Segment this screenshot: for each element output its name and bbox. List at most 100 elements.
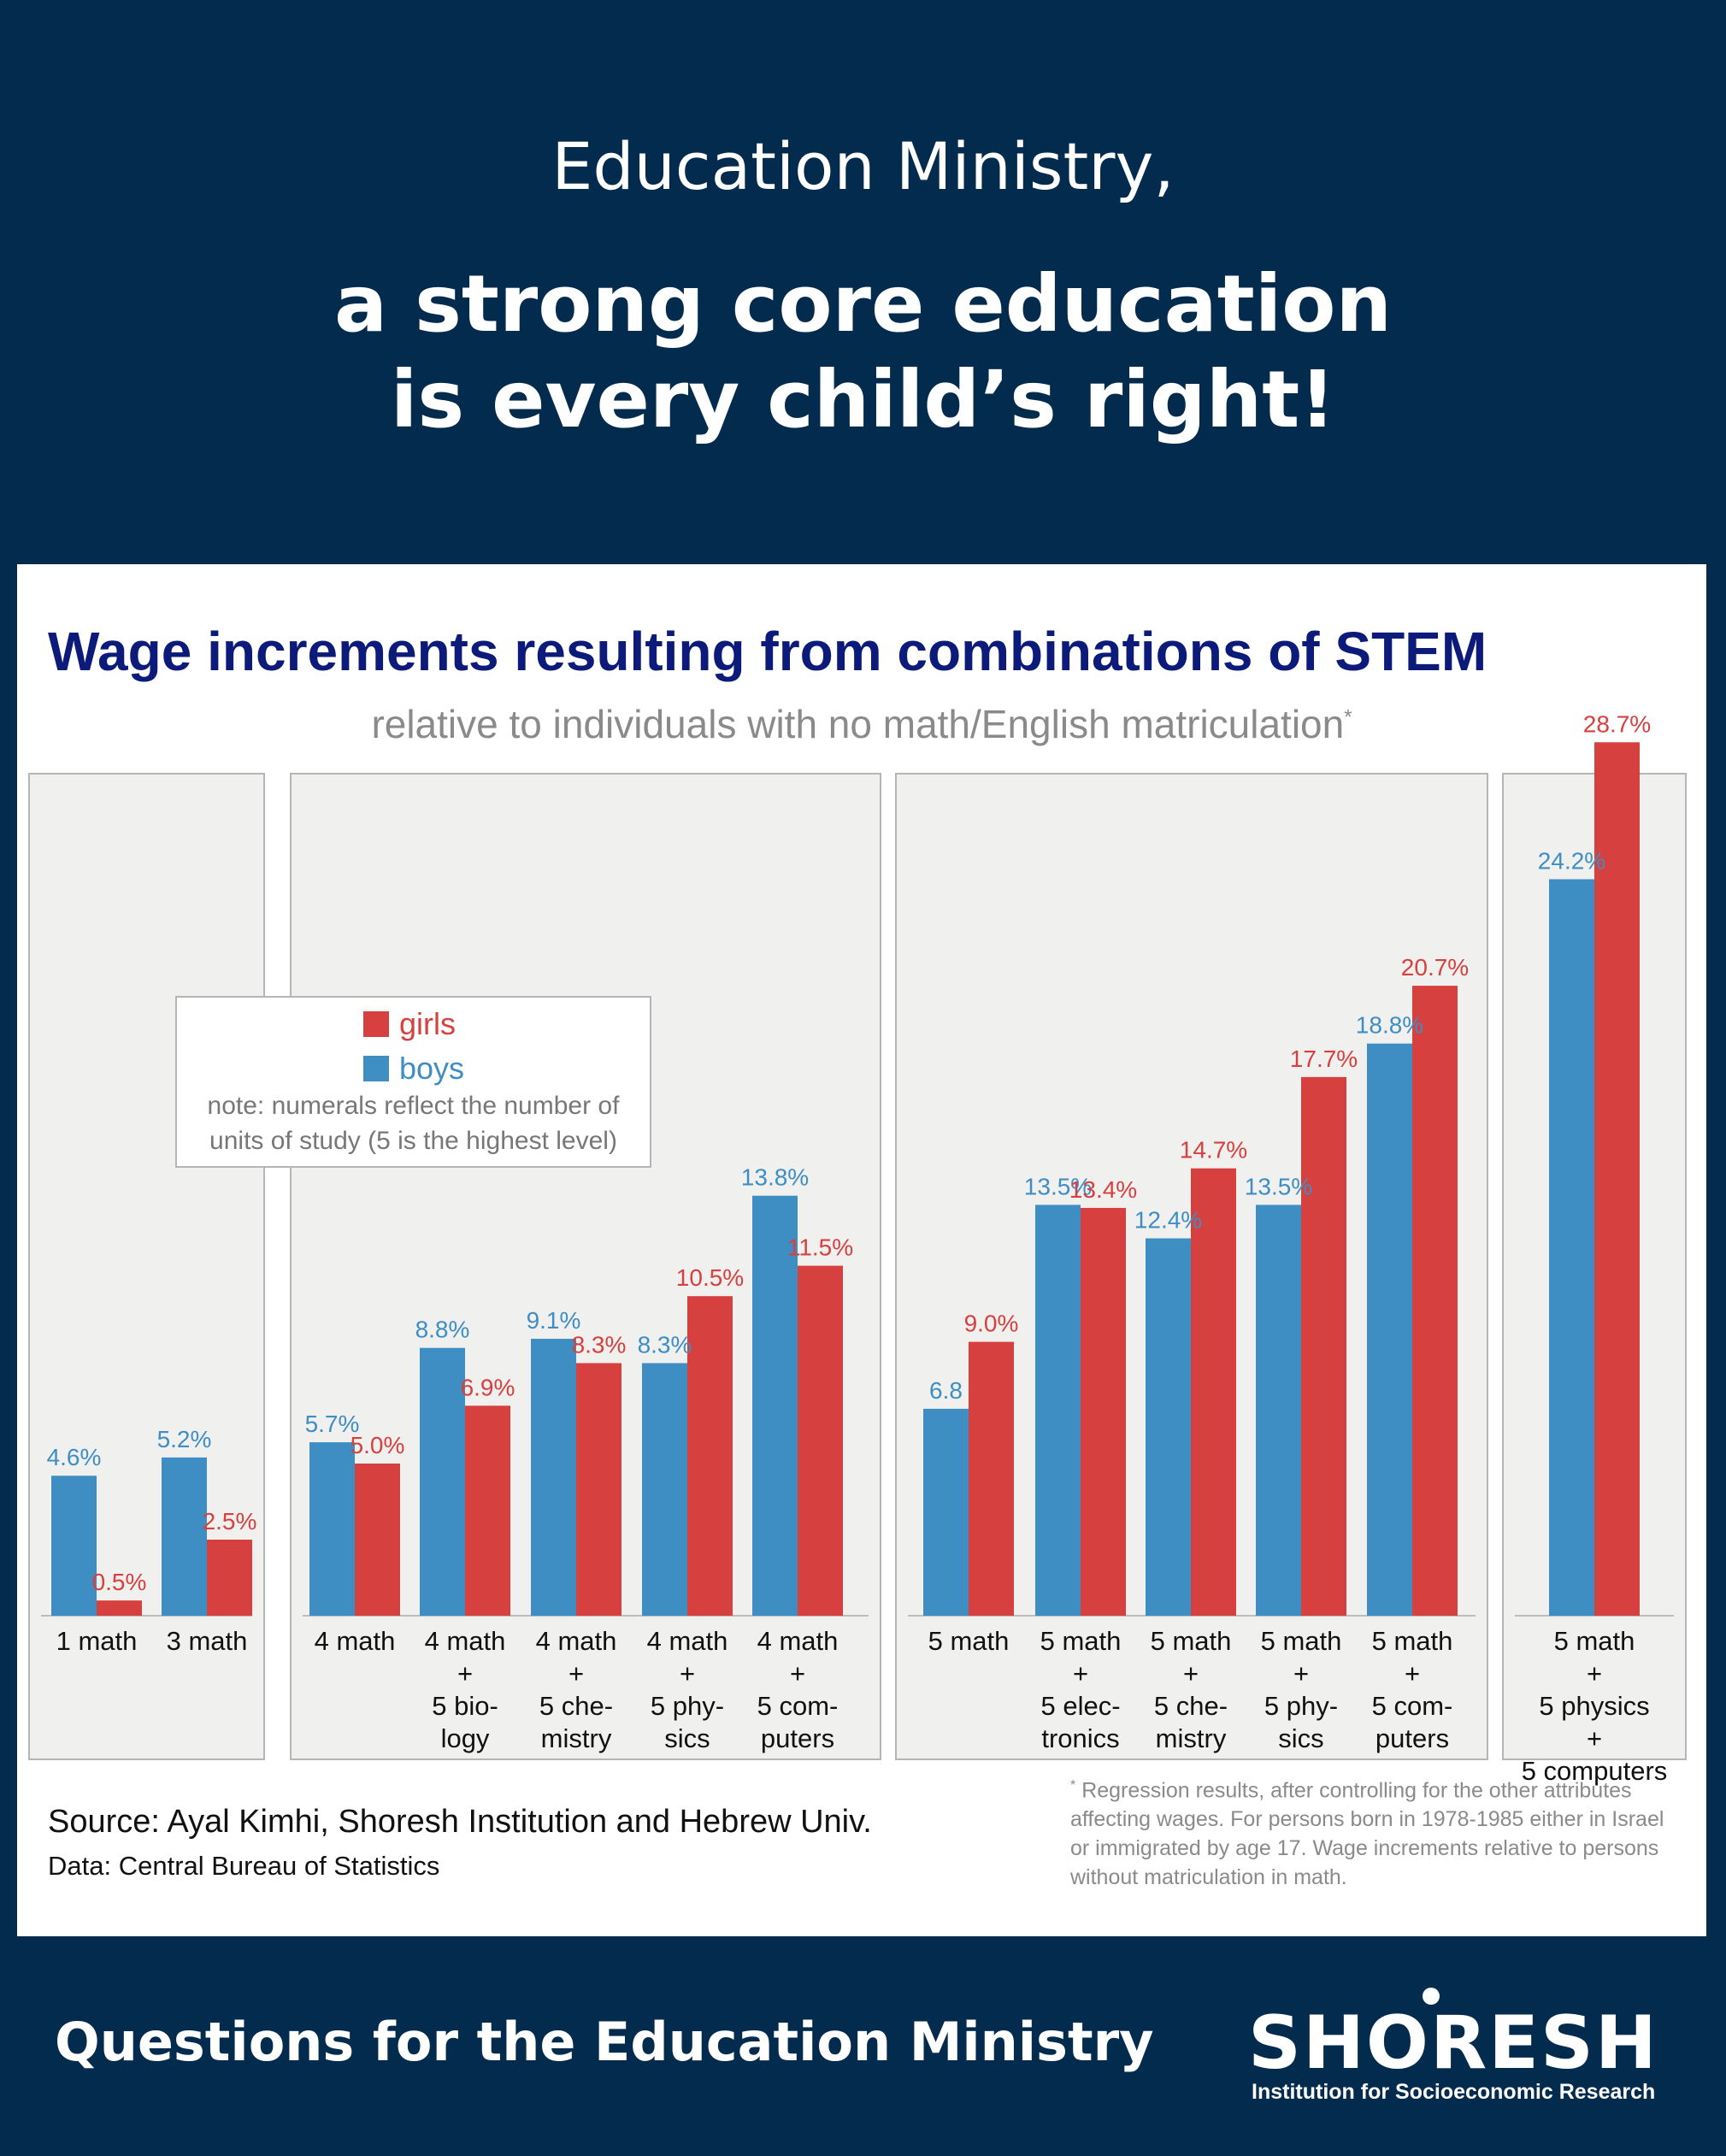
data-label-boys: 8.3%	[638, 1332, 692, 1358]
data-label-girls: 14.7%	[1180, 1137, 1247, 1163]
category-label: 5 math	[1261, 1626, 1342, 1656]
legend-label-girls: girls	[399, 1006, 457, 1041]
bar-boys	[309, 1442, 355, 1616]
category-label: 5 physics	[1539, 1691, 1649, 1721]
data-label-girls: 11.5%	[787, 1234, 853, 1261]
data-label-girls: 2.5%	[203, 1508, 257, 1535]
data-label-boys: 13.5%	[1024, 1173, 1092, 1199]
header-headline-line-1: a strong core education	[334, 258, 1392, 350]
category-label: +	[1183, 1658, 1199, 1688]
logo-dot-icon	[1423, 1988, 1440, 2005]
bar-girls	[355, 1464, 400, 1616]
bar-girls	[1412, 986, 1458, 1616]
category-label: 5 math	[1372, 1626, 1453, 1656]
bar-girls	[207, 1540, 252, 1616]
data-label-boys: 5.2%	[157, 1426, 212, 1452]
category-label: 5 bio-	[432, 1691, 498, 1721]
data-label-girls: 5.0%	[351, 1432, 405, 1458]
category-label: +	[1587, 1723, 1602, 1753]
data-label-girls: 6.9%	[461, 1374, 515, 1400]
header-headline: a strong core education is every child’s…	[0, 256, 1726, 448]
category-label: +	[1293, 1658, 1309, 1688]
data-label-girls: 10.5%	[676, 1264, 744, 1291]
bar-boys	[1146, 1238, 1191, 1616]
footnote-mark: *	[1070, 1778, 1076, 1793]
category-label: +	[457, 1658, 473, 1688]
bar-girls	[465, 1405, 510, 1616]
data-label-girls: 13.4%	[1069, 1176, 1137, 1203]
data-label-girls: 8.3%	[572, 1332, 627, 1358]
bar-boys	[642, 1363, 687, 1616]
logo-tagline: Institution for Socioeconomic Research	[1252, 2080, 1656, 2104]
category-label: mistry	[1156, 1723, 1227, 1753]
bar-girls	[798, 1265, 843, 1616]
footer-question: Questions for the Education Ministry	[55, 2011, 1154, 2073]
logo-wordmark: SHORESH	[1248, 2000, 1658, 2086]
bar-boys	[531, 1339, 576, 1616]
category-label: 5 phy-	[1264, 1691, 1338, 1721]
category-label: tronics	[1041, 1723, 1119, 1753]
category-label: +	[568, 1658, 584, 1688]
category-label: 4 math	[315, 1626, 396, 1656]
chart-subtitle-text: relative to individuals with no math/Eng…	[371, 702, 1345, 746]
data-label-boys: 13.5%	[1245, 1173, 1312, 1199]
bar-boys	[1256, 1205, 1301, 1616]
bar-chart: 4.6% 0.5% 1 math 5.2% 2.5% 3 math 5.7%5.0% 4 ma…	[28, 710, 1687, 1786]
bar-boys	[1367, 1043, 1412, 1616]
data-label-boys: 18.8%	[1356, 1012, 1423, 1039]
category-label: +	[680, 1658, 695, 1688]
bar-boys	[162, 1457, 207, 1616]
category-label: 5 computers	[1522, 1756, 1668, 1786]
category-label: 5 com-	[1372, 1691, 1453, 1721]
shoresh-logo: SHORESH Institution for Socioeconomic Re…	[1248, 1988, 1658, 2107]
legend-label-boys: boys	[399, 1051, 465, 1086]
legend: girls boys note: numerals reflect the nu…	[175, 996, 651, 1168]
bar-boys	[51, 1476, 97, 1616]
category-label: 5 math	[1151, 1626, 1232, 1656]
legend-swatch-boys	[363, 1056, 389, 1081]
category-label: 5 math	[928, 1626, 1010, 1656]
category-label: puters	[761, 1723, 834, 1753]
category-label: 4 math	[536, 1626, 617, 1656]
category-label: +	[1405, 1658, 1420, 1688]
legend-note: note: numerals reflect the number of uni…	[177, 1088, 650, 1158]
chart-subtitle: relative to individuals with no math/Eng…	[17, 701, 1706, 747]
data-label-boys: 8.8%	[415, 1317, 470, 1343]
bar-girls	[687, 1296, 733, 1616]
bar-boys	[923, 1408, 969, 1616]
category-label: sics	[664, 1723, 710, 1753]
data-label-boys: 9.1%	[527, 1307, 581, 1334]
bar-boys	[752, 1195, 798, 1616]
category-label: puters	[1375, 1723, 1449, 1753]
bar-girls	[1191, 1168, 1236, 1616]
data-label-boys: 5.7%	[305, 1411, 360, 1437]
category-label: logy	[441, 1723, 490, 1753]
legend-note-line-2: units of study (5 is the highest level)	[209, 1127, 617, 1155]
category-label: 4 math	[757, 1626, 839, 1656]
footnote: * Regression results, after controlling …	[1070, 1771, 1669, 1892]
bar-girls	[1301, 1076, 1346, 1616]
category-label: 1 math	[56, 1626, 138, 1656]
bar-girls	[1594, 742, 1640, 1616]
category-label: 3 math	[167, 1626, 248, 1656]
data-label-boys: 24.2%	[1538, 847, 1605, 874]
header-headline-line-2: is every child’s right!	[390, 354, 1336, 445]
bar-boys	[1549, 879, 1594, 1616]
bar-boys	[1035, 1205, 1081, 1616]
bar-girls	[576, 1363, 621, 1616]
legend-swatch-girls	[363, 1011, 389, 1037]
bar-girls	[97, 1600, 142, 1616]
source-line: Source: Ayal Kimhi, Shoresh Institution …	[48, 1804, 872, 1840]
data-label-boys: 4.6%	[47, 1444, 102, 1470]
category-label: 5 che-	[539, 1691, 613, 1721]
header-line-1: Education Ministry,	[551, 128, 1175, 204]
category-label: 5 elec-	[1040, 1691, 1120, 1721]
data-label-girls: 9.0%	[964, 1311, 1019, 1337]
category-label: 5 math	[1040, 1626, 1122, 1656]
category-label: mistry	[541, 1723, 612, 1753]
category-label: sics	[1278, 1723, 1323, 1753]
footnote-text: Regression results, after controlling fo…	[1070, 1778, 1664, 1890]
bar-boys	[420, 1347, 465, 1616]
data-label-girls: 28.7%	[1583, 710, 1651, 737]
chart-title: Wage increments resulting from combinati…	[48, 621, 1487, 682]
